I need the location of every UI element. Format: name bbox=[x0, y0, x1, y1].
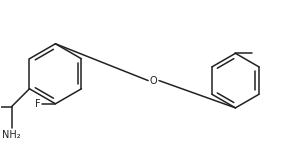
Text: O: O bbox=[150, 76, 157, 86]
Text: F: F bbox=[35, 99, 40, 109]
Text: NH₂: NH₂ bbox=[2, 130, 21, 140]
